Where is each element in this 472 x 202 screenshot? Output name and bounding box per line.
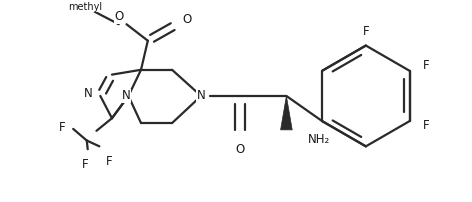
Text: O: O (182, 13, 191, 26)
Text: F: F (59, 121, 66, 134)
Text: N: N (197, 89, 205, 102)
Text: F: F (362, 24, 369, 38)
Polygon shape (280, 96, 292, 130)
Text: F: F (422, 120, 430, 133)
Text: O: O (114, 10, 123, 23)
Text: N: N (84, 86, 93, 100)
Text: F: F (422, 59, 430, 72)
Text: methyl: methyl (68, 2, 102, 12)
Text: F: F (82, 158, 88, 171)
Text: NH₂: NH₂ (308, 133, 330, 146)
Text: N: N (122, 89, 131, 102)
Text: F: F (106, 155, 112, 168)
Text: O: O (235, 143, 244, 156)
